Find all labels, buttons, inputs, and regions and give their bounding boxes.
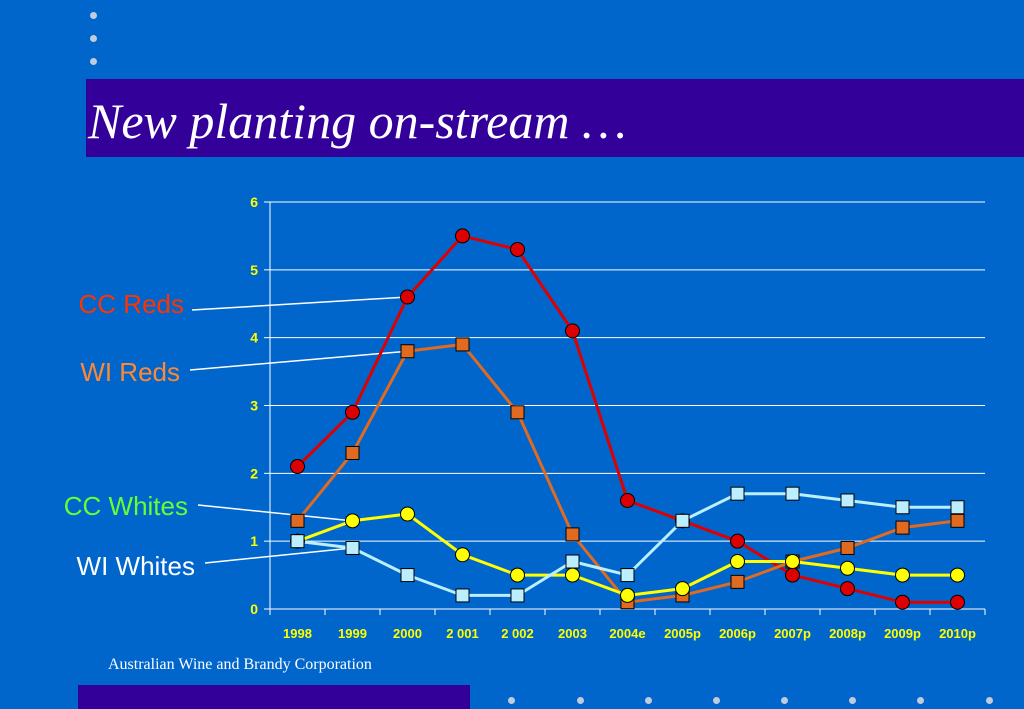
footer-organization: Australian Wine and Brandy Corporation <box>108 656 372 673</box>
data-point <box>510 588 525 603</box>
data-point <box>730 486 745 501</box>
series-callouts: CC Reds WI Reds CC Whites WI Whites <box>64 289 408 581</box>
series-line <box>296 512 958 597</box>
data-point <box>675 581 690 597</box>
data-point <box>785 554 800 570</box>
callout-leader-line <box>197 504 353 522</box>
data-point <box>290 459 305 475</box>
data-point <box>895 520 910 535</box>
series-markers <box>290 228 965 610</box>
data-point <box>950 500 965 515</box>
x-tick-label: 2007p <box>774 626 811 641</box>
data-point <box>895 500 910 515</box>
data-point <box>290 534 305 549</box>
slide-title: New planting on-stream … <box>88 93 627 149</box>
data-point <box>290 513 305 528</box>
series-callout-label: WI Reds <box>80 357 180 387</box>
data-point <box>565 554 580 569</box>
bullet-dot-decoration <box>90 12 97 19</box>
callout-leader-line <box>189 350 408 371</box>
data-point <box>455 228 470 244</box>
data-point <box>840 540 855 555</box>
data-point <box>345 513 360 529</box>
data-point <box>400 289 415 305</box>
data-point <box>620 587 635 603</box>
callout-leader-line <box>204 547 353 564</box>
data-point <box>840 493 855 508</box>
data-point <box>895 594 910 610</box>
data-point <box>345 404 360 420</box>
tick-labels: 0 1 2 3 4 5 6 1998 1999 2000 2 001 2 002 2003 2004e 20… <box>250 194 976 641</box>
data-point <box>400 506 415 522</box>
bullet-dot-decoration <box>917 697 924 704</box>
callout-leader-line <box>191 296 408 311</box>
x-tick-label: 2006p <box>719 626 756 641</box>
series-line <box>296 234 958 604</box>
data-point <box>895 567 910 583</box>
x-tick-label: 2 001 <box>446 626 479 641</box>
bullet-dot-decoration <box>577 697 584 704</box>
x-tick-label: 2009p <box>884 626 921 641</box>
grid-lines <box>270 201 985 542</box>
y-tick-label: 4 <box>250 330 258 346</box>
data-point <box>510 567 525 583</box>
data-point <box>620 492 635 508</box>
bullet-dot-decoration <box>713 697 720 704</box>
data-point <box>455 547 470 563</box>
data-point <box>565 323 580 339</box>
series-callout-label: WI Whites <box>77 551 195 581</box>
y-tick-label: 2 <box>250 465 258 481</box>
data-point <box>950 594 965 610</box>
data-point <box>620 568 635 583</box>
data-point <box>510 405 525 420</box>
axes <box>264 201 986 615</box>
data-point <box>400 568 415 583</box>
y-tick-label: 5 <box>250 262 258 278</box>
data-point <box>455 588 470 603</box>
data-point <box>510 241 525 257</box>
bullet-dot-decoration <box>781 697 788 704</box>
series-callout-label: CC Reds <box>79 289 184 319</box>
data-point <box>840 581 855 597</box>
data-point <box>730 574 745 589</box>
bullet-dot-decoration <box>986 697 993 704</box>
bullet-dot-decoration <box>645 697 652 704</box>
data-point <box>345 445 360 460</box>
x-tick-label: 2003 <box>558 626 587 641</box>
bullet-dot-decoration <box>90 58 97 65</box>
series-callout-label: CC Whites <box>64 491 188 521</box>
bullet-dot-decoration <box>90 35 97 42</box>
footer-band <box>78 685 470 709</box>
x-tick-label: 2010p <box>939 626 976 641</box>
x-tick-label: 1998 <box>283 626 312 641</box>
data-point <box>675 513 690 528</box>
title-band <box>86 79 1024 157</box>
data-point <box>785 486 800 501</box>
data-point <box>950 567 965 583</box>
y-tick-label: 6 <box>250 194 258 210</box>
bullet-dot-decoration <box>849 697 856 704</box>
series-lines <box>296 234 958 604</box>
data-point <box>785 567 800 583</box>
data-point <box>345 540 360 555</box>
x-tick-label: 2005p <box>664 626 701 641</box>
data-point <box>400 344 415 359</box>
data-point <box>950 513 965 528</box>
data-point <box>730 533 745 549</box>
data-point <box>455 337 470 352</box>
bullet-dot-decoration <box>508 697 515 704</box>
data-point <box>840 560 855 576</box>
y-tick-label: 3 <box>250 398 258 414</box>
y-tick-label: 1 <box>250 533 258 549</box>
x-tick-label: 2000 <box>393 626 422 641</box>
x-tick-label: 2004e <box>609 626 645 641</box>
x-tick-label: 1999 <box>338 626 367 641</box>
data-point <box>565 527 580 542</box>
x-tick-label: 2008p <box>829 626 866 641</box>
data-point <box>565 567 580 583</box>
data-point <box>730 554 745 570</box>
x-tick-label: 2 002 <box>501 626 534 641</box>
y-tick-label: 0 <box>250 601 258 617</box>
